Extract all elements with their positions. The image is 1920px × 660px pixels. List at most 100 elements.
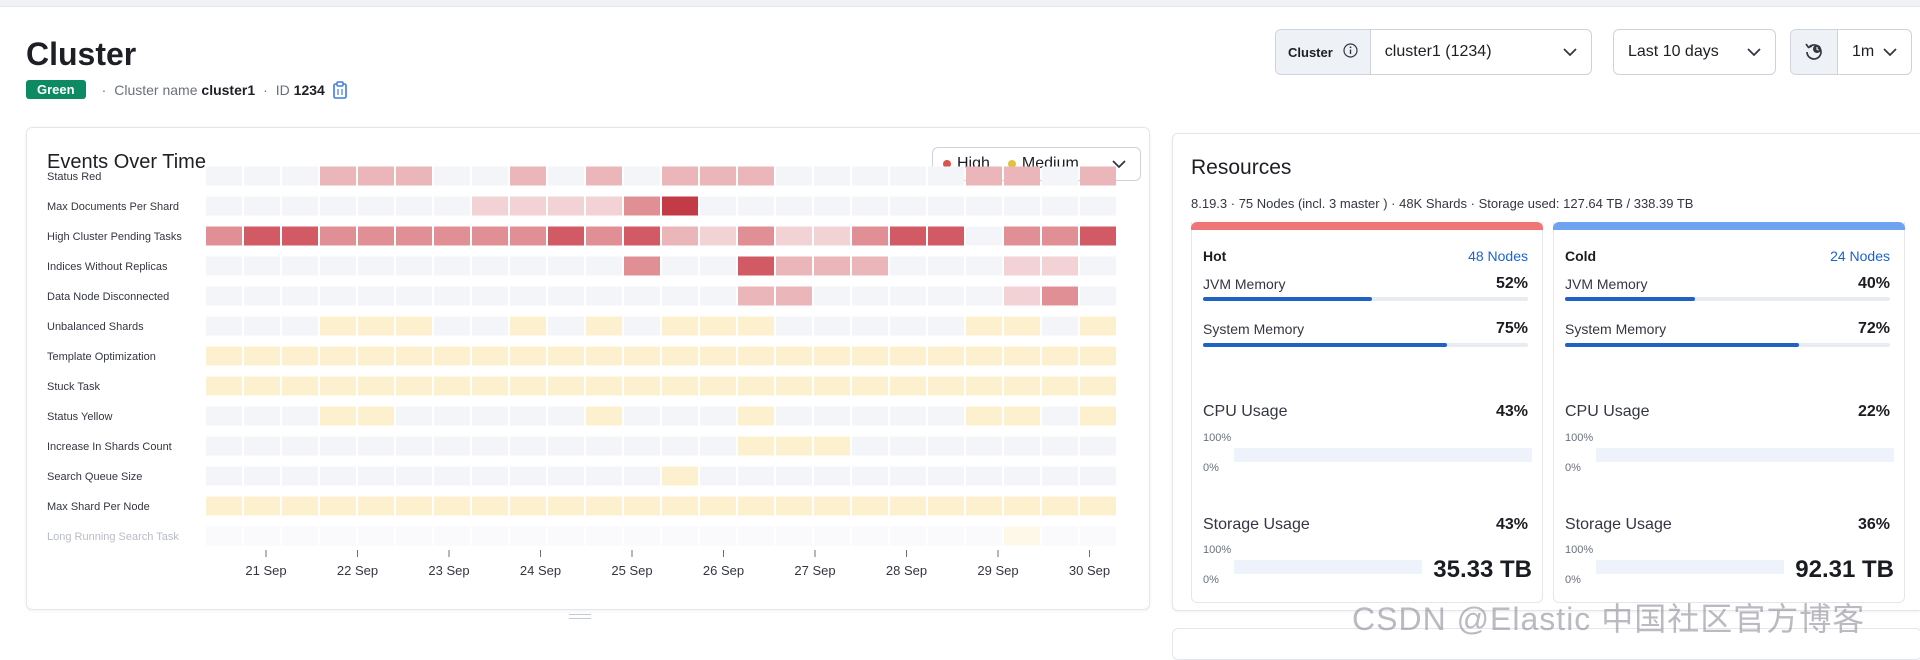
heatmap-cell[interactable] — [624, 376, 660, 396]
heatmap-cell[interactable] — [206, 196, 242, 216]
heatmap-cell[interactable] — [510, 376, 546, 396]
heatmap-cell[interactable] — [852, 196, 888, 216]
heatmap-cell[interactable] — [1042, 286, 1078, 306]
heatmap-cell[interactable] — [890, 376, 926, 396]
heatmap-cell[interactable] — [244, 196, 280, 216]
heatmap-cell[interactable] — [586, 226, 622, 246]
heatmap-cell[interactable] — [396, 436, 432, 456]
heatmap-cell[interactable] — [320, 526, 356, 546]
heatmap-cell[interactable] — [1042, 226, 1078, 246]
heatmap-cell[interactable] — [320, 256, 356, 276]
heatmap-cell[interactable] — [814, 496, 850, 516]
heatmap-cell[interactable] — [776, 466, 812, 486]
heatmap-cell[interactable] — [472, 256, 508, 276]
heatmap-cell[interactable] — [966, 526, 1002, 546]
heatmap-cell[interactable] — [244, 226, 280, 246]
heatmap-cell[interactable] — [206, 256, 242, 276]
heatmap-cell[interactable] — [814, 376, 850, 396]
heatmap-cell[interactable] — [396, 346, 432, 366]
heatmap-cell[interactable] — [662, 286, 698, 306]
heatmap-cell[interactable] — [586, 316, 622, 336]
heatmap-cell[interactable] — [244, 496, 280, 516]
heatmap-cell[interactable] — [1042, 436, 1078, 456]
heatmap-cell[interactable] — [1004, 496, 1040, 516]
heatmap-cell[interactable] — [510, 166, 546, 186]
heatmap-cell[interactable] — [548, 256, 584, 276]
heatmap-cell[interactable] — [890, 196, 926, 216]
heatmap-cell[interactable] — [320, 376, 356, 396]
heatmap-cell[interactable] — [852, 226, 888, 246]
heatmap-cell[interactable] — [320, 346, 356, 366]
heatmap-cell[interactable] — [548, 226, 584, 246]
heatmap-cell[interactable] — [738, 466, 774, 486]
heatmap-cell[interactable] — [472, 466, 508, 486]
heatmap-cell[interactable] — [890, 166, 926, 186]
heatmap-cell[interactable] — [890, 466, 926, 486]
heatmap-cell[interactable] — [890, 406, 926, 426]
heatmap-cell[interactable] — [320, 496, 356, 516]
heatmap-cell[interactable] — [738, 376, 774, 396]
heatmap-cell[interactable] — [282, 526, 318, 546]
heatmap-cell[interactable] — [1004, 526, 1040, 546]
heatmap-cell[interactable] — [434, 406, 470, 426]
cluster-selector[interactable]: Cluster cluster1 (1234) — [1275, 29, 1592, 75]
heatmap-cell[interactable] — [206, 496, 242, 516]
heatmap-cell[interactable] — [282, 346, 318, 366]
heatmap-cell[interactable] — [358, 466, 394, 486]
heatmap-cell[interactable] — [510, 196, 546, 216]
heatmap-cell[interactable] — [282, 406, 318, 426]
heatmap-cell[interactable] — [776, 226, 812, 246]
heatmap-cell[interactable] — [548, 406, 584, 426]
heatmap-cell[interactable] — [548, 466, 584, 486]
heatmap-cell[interactable] — [548, 496, 584, 516]
heatmap-cell[interactable] — [966, 166, 1002, 186]
heatmap-cell[interactable] — [1042, 316, 1078, 336]
heatmap-cell[interactable] — [928, 286, 964, 306]
heatmap-cell[interactable] — [586, 346, 622, 366]
heatmap-cell[interactable] — [662, 526, 698, 546]
heatmap-cell[interactable] — [662, 196, 698, 216]
heatmap-cell[interactable] — [358, 316, 394, 336]
heatmap-cell[interactable] — [966, 436, 1002, 456]
heatmap-cell[interactable] — [244, 286, 280, 306]
heatmap-cell[interactable] — [776, 376, 812, 396]
heatmap-cell[interactable] — [472, 346, 508, 366]
heatmap-cell[interactable] — [928, 436, 964, 456]
heatmap-cell[interactable] — [738, 346, 774, 366]
heatmap-cell[interactable] — [586, 286, 622, 306]
heatmap-cell[interactable] — [1004, 436, 1040, 456]
heatmap-cell[interactable] — [434, 226, 470, 246]
heatmap-cell[interactable] — [776, 436, 812, 456]
heatmap-cell[interactable] — [966, 376, 1002, 396]
heatmap-cell[interactable] — [358, 256, 394, 276]
heatmap-cell[interactable] — [738, 406, 774, 426]
heatmap-cell[interactable] — [586, 496, 622, 516]
heatmap-cell[interactable] — [928, 166, 964, 186]
heatmap-cell[interactable] — [624, 496, 660, 516]
heatmap-cell[interactable] — [510, 286, 546, 306]
heatmap-cell[interactable] — [814, 286, 850, 306]
heatmap-cell[interactable] — [662, 226, 698, 246]
heatmap-cell[interactable] — [700, 466, 736, 486]
heatmap-cell[interactable] — [320, 196, 356, 216]
heatmap-cell[interactable] — [1080, 376, 1116, 396]
heatmap-cell[interactable] — [700, 436, 736, 456]
heatmap-cell[interactable] — [244, 346, 280, 366]
heatmap-cell[interactable] — [244, 376, 280, 396]
heatmap-cell[interactable] — [928, 346, 964, 366]
heatmap-cell[interactable] — [700, 526, 736, 546]
heatmap-cell[interactable] — [814, 436, 850, 456]
heatmap-cell[interactable] — [1004, 376, 1040, 396]
heatmap-cell[interactable] — [624, 406, 660, 426]
heatmap-cell[interactable] — [738, 256, 774, 276]
heatmap-cell[interactable] — [244, 166, 280, 186]
heatmap-cell[interactable] — [1080, 436, 1116, 456]
heatmap-cell[interactable] — [776, 496, 812, 516]
heatmap-cell[interactable] — [738, 286, 774, 306]
heatmap-cell[interactable] — [1080, 496, 1116, 516]
heatmap-cell[interactable] — [244, 406, 280, 426]
heatmap-cell[interactable] — [776, 256, 812, 276]
heatmap-cell[interactable] — [738, 166, 774, 186]
heatmap-cell[interactable] — [282, 466, 318, 486]
heatmap-cell[interactable] — [966, 286, 1002, 306]
